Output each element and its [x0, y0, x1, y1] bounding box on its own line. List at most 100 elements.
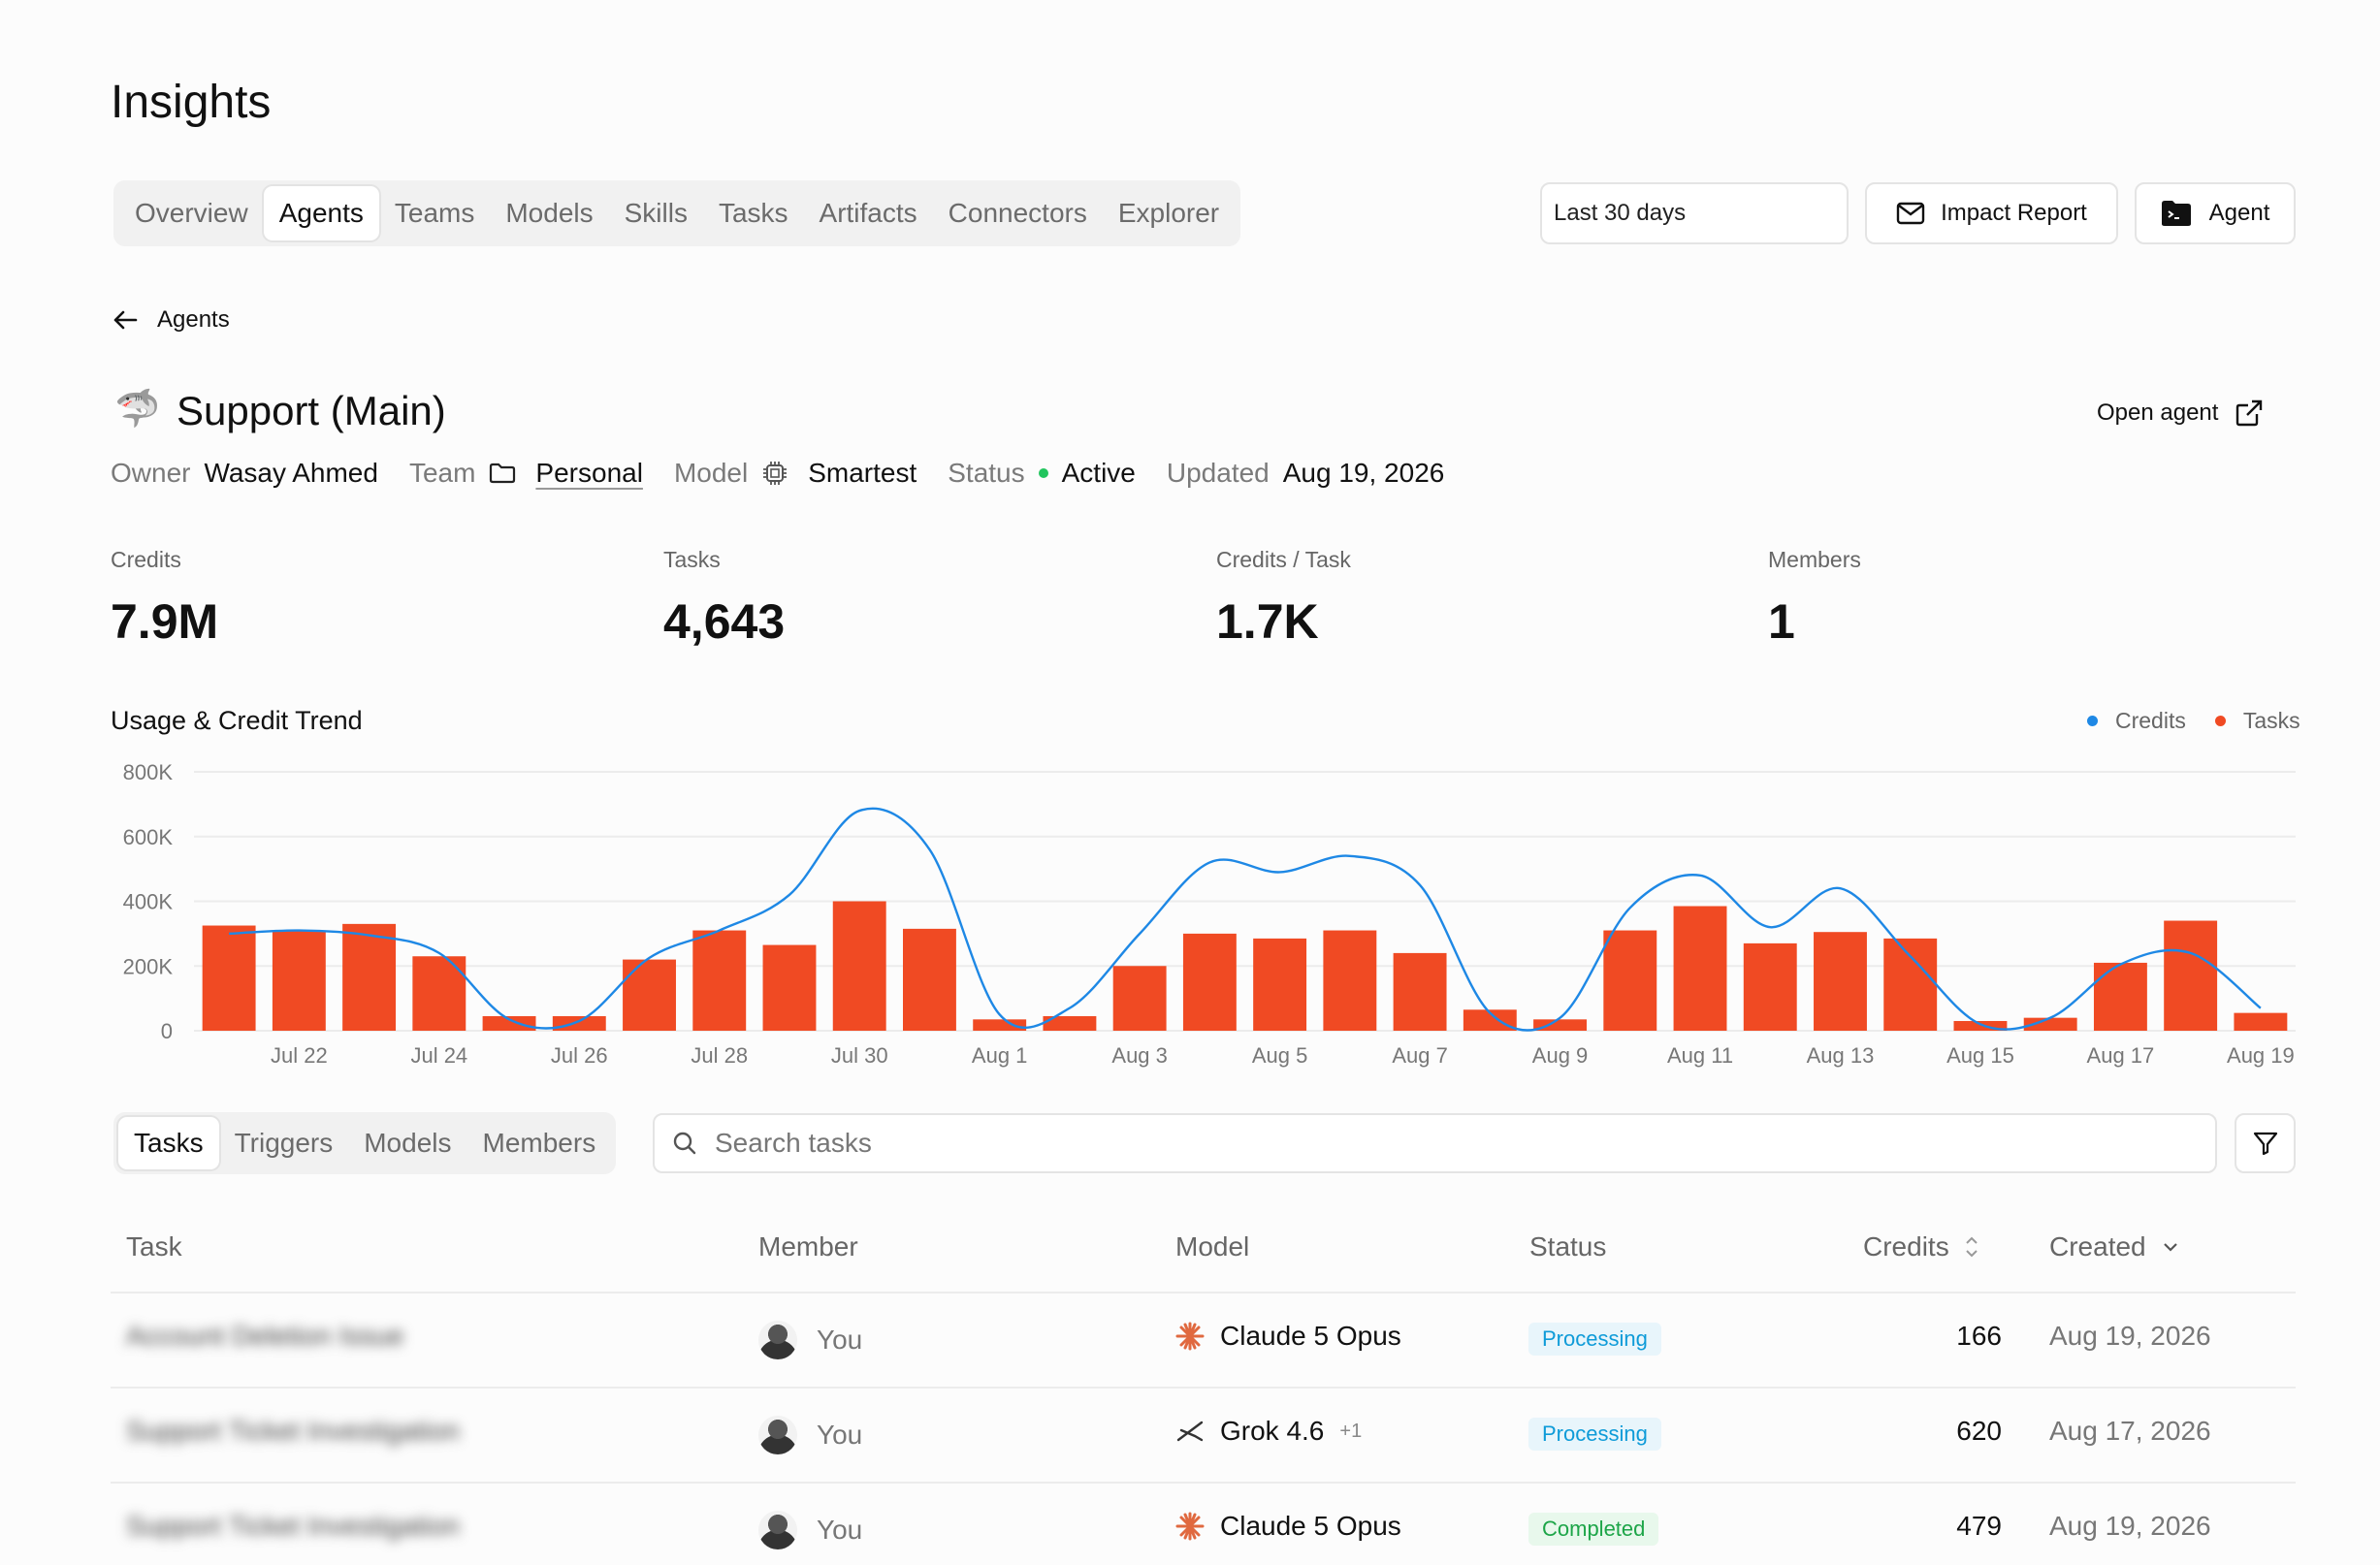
- created-cell: Aug 19, 2026: [2049, 1511, 2211, 1541]
- bar-tasks: [552, 1015, 606, 1031]
- tab-teams[interactable]: Teams: [394, 198, 475, 228]
- col-model-label: Model: [1175, 1231, 1250, 1262]
- team-value[interactable]: Personal: [535, 458, 643, 488]
- member-cell: You: [758, 1416, 862, 1454]
- credits-cell: 166: [1956, 1321, 2002, 1351]
- search-box: [653, 1113, 2217, 1173]
- team-key: Team: [408, 458, 476, 488]
- back-link[interactable]: Agents: [113, 306, 230, 334]
- bar-tasks: [2023, 1017, 2077, 1031]
- bar-tasks: [482, 1015, 536, 1031]
- agent-label: Agent: [2208, 200, 2270, 226]
- bar-tasks: [1603, 930, 1657, 1031]
- bar-tasks: [832, 901, 886, 1031]
- task-title[interactable]: Account Deletion Issue: [126, 1321, 404, 1351]
- col-task: Task: [126, 1231, 182, 1262]
- impact-report-button[interactable]: Impact Report: [1865, 182, 2118, 244]
- x-tick-label: Jul 30: [831, 1043, 888, 1068]
- bar-tasks: [1182, 933, 1237, 1031]
- tab-connectors[interactable]: Connectors: [948, 198, 1087, 228]
- tab-overview[interactable]: Overview: [135, 198, 248, 228]
- bar-tasks: [2093, 962, 2147, 1031]
- x-tick-label: Aug 1: [972, 1043, 1028, 1068]
- task-title[interactable]: Support Ticket Investigation: [126, 1511, 460, 1541]
- credits-cell: 620: [1956, 1416, 2002, 1446]
- agent-avatar: 🦈: [114, 389, 161, 430]
- y-tick-label: 400K: [123, 890, 174, 914]
- status-badge: Processing: [1528, 1418, 1661, 1451]
- usage-credit-chart: 800K 600K 400K 200K 0 Jul 22 Jul 24 Jul 26 Jul 2…: [123, 760, 2296, 1068]
- bar-tasks: [1112, 966, 1167, 1031]
- x-tick-label: Jul 28: [691, 1043, 748, 1068]
- bar-tasks: [342, 923, 397, 1031]
- status-cell: Processing: [1528, 1418, 1661, 1451]
- bar-tasks: [2164, 920, 2218, 1031]
- y-tick-label: 800K: [123, 760, 174, 784]
- x-tick-label: Aug 17: [2087, 1043, 2155, 1068]
- y-tick-label: 600K: [123, 825, 174, 849]
- y-tick-label: 0: [161, 1019, 173, 1043]
- agent-button[interactable]: Agent: [2135, 182, 2296, 244]
- subtab-triggers[interactable]: Triggers: [234, 1128, 334, 1158]
- filter-button[interactable]: [2235, 1113, 2296, 1173]
- subtab-tasks[interactable]: Tasks: [118, 1117, 219, 1169]
- bar-tasks: [1323, 930, 1377, 1031]
- date-range-select[interactable]: Last 30 days: [1540, 182, 1849, 244]
- tab-artifacts[interactable]: Artifacts: [819, 198, 917, 228]
- model-key: Model: [673, 458, 749, 488]
- terminal-folder-icon: [2161, 201, 2191, 226]
- table-divider: [111, 1387, 2296, 1389]
- bar-tasks: [903, 928, 956, 1031]
- stat-credits-value: 7.9M: [111, 594, 219, 649]
- page-title: Insights: [111, 77, 272, 128]
- impact-report-label: Impact Report: [1941, 200, 2087, 226]
- main-tabs: Overview Agents Teams Models Skills Task…: [113, 180, 1241, 246]
- tab-agents[interactable]: Agents: [263, 186, 379, 240]
- tab-models[interactable]: Models: [505, 198, 594, 228]
- open-agent-link[interactable]: Open agent: [2097, 399, 2263, 427]
- tab-skills[interactable]: Skills: [624, 198, 688, 228]
- col-created[interactable]: Created: [2049, 1231, 2181, 1262]
- status-cell: Processing: [1528, 1323, 1661, 1356]
- member-name: You: [817, 1515, 863, 1545]
- sort-icon: [1965, 1236, 1978, 1258]
- task-title[interactable]: Support Ticket Investigation: [126, 1416, 460, 1446]
- model-cell: Grok 4.6 +1: [1175, 1416, 1362, 1447]
- stat-tasks-label: Tasks: [663, 547, 721, 572]
- detail-tabs: Tasks Triggers Models Members: [113, 1112, 617, 1174]
- bar-tasks: [2234, 1012, 2288, 1031]
- bar-tasks: [973, 1019, 1027, 1031]
- tab-explorer[interactable]: Explorer: [1117, 198, 1220, 228]
- tab-tasks[interactable]: Tasks: [718, 198, 788, 228]
- chart-legend: Credits Tasks: [2087, 708, 2300, 734]
- model-extra-count: +1: [1339, 1420, 1363, 1442]
- subtab-members[interactable]: Members: [482, 1128, 596, 1158]
- bar-tasks: [1673, 906, 1727, 1031]
- x-tick-label: Aug 13: [1807, 1043, 1875, 1068]
- updated-value: Aug 19, 2026: [1282, 458, 1445, 488]
- bar-tasks: [762, 944, 817, 1031]
- open-agent-label: Open agent: [2097, 399, 2219, 426]
- search-input[interactable]: [715, 1128, 2073, 1159]
- col-member-label: Member: [758, 1231, 858, 1262]
- avatar: [758, 1321, 797, 1359]
- status-badge: Completed: [1528, 1513, 1659, 1546]
- x-tick-label: Jul 22: [271, 1043, 328, 1068]
- col-status: Status: [1529, 1231, 1606, 1262]
- filter-icon: [2253, 1132, 2277, 1156]
- updated-key: Updated: [1166, 458, 1270, 488]
- col-task-label: Task: [126, 1231, 182, 1262]
- status-badge: Processing: [1528, 1323, 1661, 1356]
- chart-title: Usage & Credit Trend: [111, 706, 363, 735]
- member-cell: You: [758, 1321, 862, 1359]
- subtab-models[interactable]: Models: [364, 1128, 452, 1158]
- bar-tasks: [1883, 938, 1938, 1031]
- x-tick-label: Aug 11: [1667, 1043, 1733, 1068]
- agent-name: Support (Main): [177, 388, 446, 433]
- col-status-label: Status: [1529, 1231, 1607, 1262]
- bar-tasks: [1743, 942, 1797, 1031]
- back-label: Agents: [157, 306, 230, 333]
- bar-tasks: [1953, 1020, 2008, 1031]
- col-credits[interactable]: Credits: [1863, 1231, 1980, 1262]
- model-name: Grok 4.6: [1220, 1416, 1325, 1446]
